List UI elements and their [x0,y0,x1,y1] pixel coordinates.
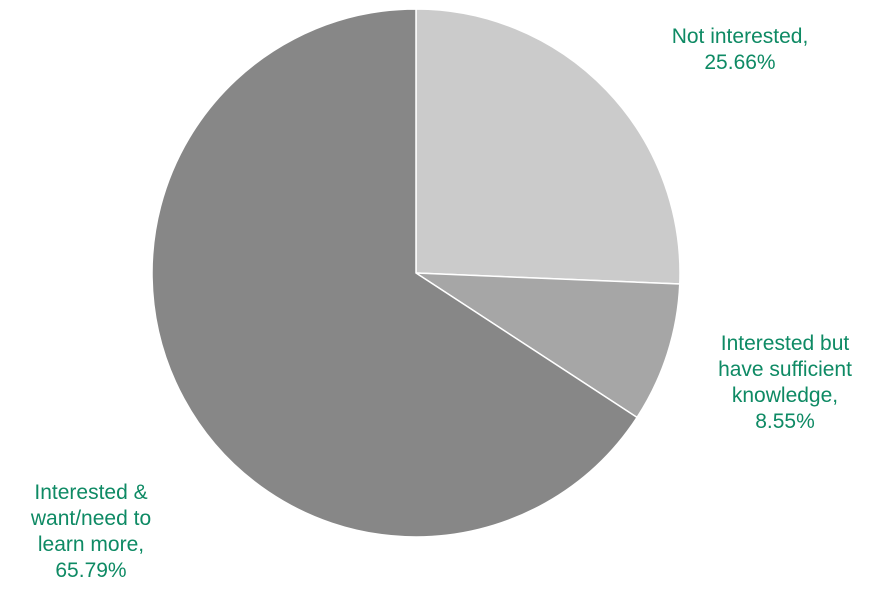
slice-interested-sufficient-knowledge [413,272,681,419]
label-not-interested: Not interested, 25.66% [671,25,809,74]
label-interested-sufficient-knowledge: Interested but have sufficient knowledge… [718,332,852,433]
slice-not-interested [415,8,681,285]
slice-interested-want-to-learn [151,8,639,538]
label-interested-want-to-learn: Interested & want/need to learn more, 65… [30,481,152,582]
